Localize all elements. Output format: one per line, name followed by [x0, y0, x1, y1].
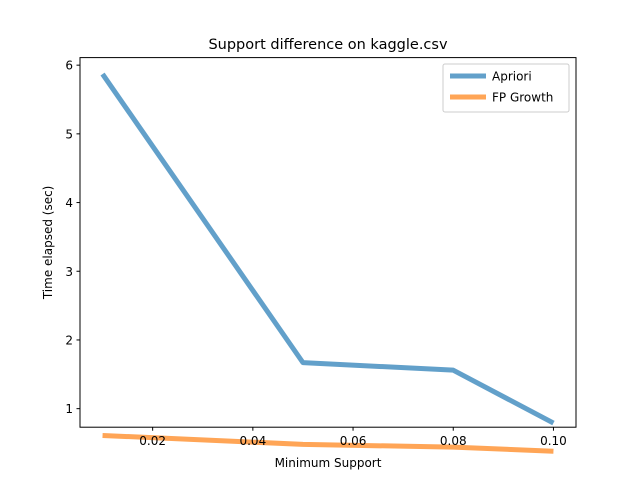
x-tick-label: 0.10: [540, 434, 567, 448]
x-tick-label: 0.08: [440, 434, 467, 448]
chart-title: Support difference on kaggle.csv: [208, 37, 448, 53]
legend: Apriori FP Growth: [442, 63, 570, 113]
x-tick-label: 0.04: [239, 434, 266, 448]
x-tick-label: 0.02: [139, 434, 166, 448]
legend-label-fp-growth: FP Growth: [492, 91, 553, 105]
plot-frame: [79, 57, 577, 428]
series-layer: [100, 72, 555, 454]
x-axis-label: Minimum Support: [275, 456, 382, 470]
y-tick-label: 4: [65, 196, 73, 210]
y-tick-label: 5: [65, 127, 73, 141]
y-tick-label: 2: [65, 333, 73, 347]
y-tick-label: 3: [65, 265, 73, 279]
series-line-apriori: [100, 72, 555, 426]
y-tick-label: 1: [65, 402, 73, 416]
y-tick-label: 6: [65, 59, 73, 73]
legend-label-apriori: Apriori: [492, 70, 532, 84]
series-line-fp-growth: [102, 432, 554, 454]
y-axis-label: Time elapsed (sec): [41, 186, 55, 301]
x-tick-label: 0.06: [340, 434, 367, 448]
y-axis: 1 2 3 4 5 6: [65, 59, 80, 416]
x-axis: 0.02 0.04 0.06 0.08 0.10: [139, 427, 567, 448]
